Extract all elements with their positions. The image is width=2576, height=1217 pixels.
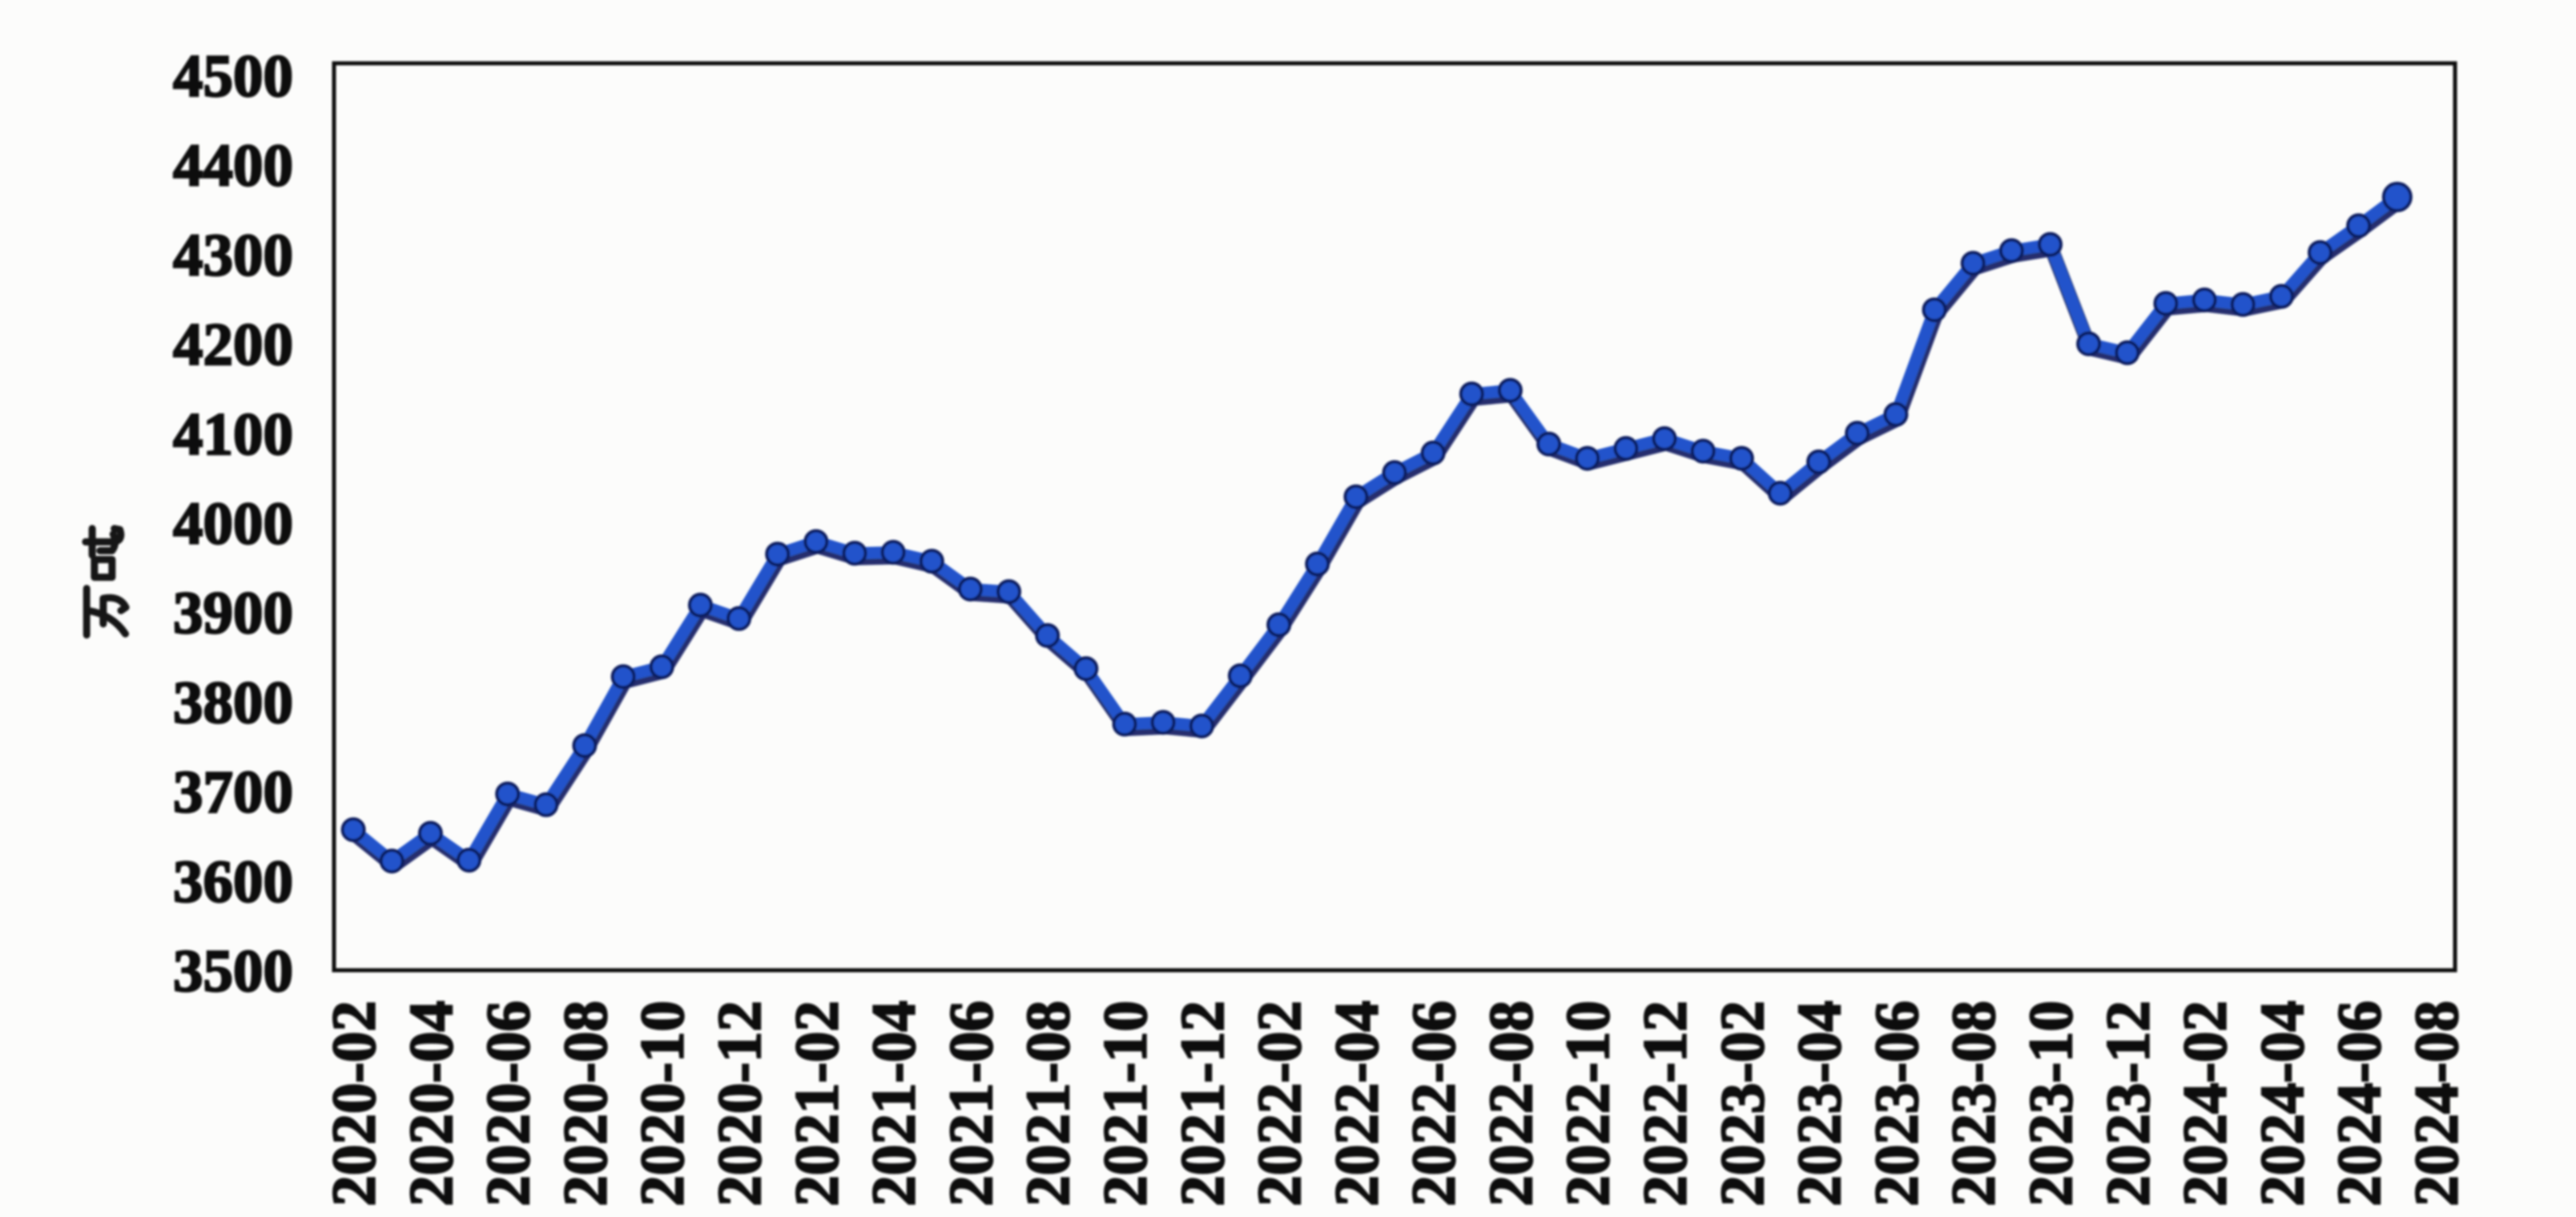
svg-text:2022-12: 2022-12 <box>1631 1001 1700 1207</box>
svg-text:2020-08: 2020-08 <box>550 1001 619 1207</box>
svg-text:3900: 3900 <box>173 580 293 647</box>
svg-text:2021-06: 2021-06 <box>936 1001 1005 1207</box>
svg-text:2024-04: 2024-04 <box>2248 1001 2316 1207</box>
svg-text:2021-02: 2021-02 <box>782 1001 851 1207</box>
svg-text:2023-08: 2023-08 <box>1939 1001 2008 1207</box>
svg-text:2022-02: 2022-02 <box>1245 1001 1314 1207</box>
svg-text:2023-04: 2023-04 <box>1785 1001 1854 1207</box>
svg-text:2020-06: 2020-06 <box>473 1001 542 1207</box>
svg-text:2023-10: 2023-10 <box>2016 1001 2085 1207</box>
svg-text:2020-12: 2020-12 <box>705 1001 774 1207</box>
svg-text:2022-08: 2022-08 <box>1476 1001 1545 1207</box>
svg-text:4400: 4400 <box>173 133 293 199</box>
svg-text:2021-12: 2021-12 <box>1168 1001 1237 1207</box>
svg-text:3700: 3700 <box>173 760 293 826</box>
svg-text:2024-02: 2024-02 <box>2171 1001 2240 1207</box>
svg-text:2024-06: 2024-06 <box>2324 1001 2393 1207</box>
svg-text:3500: 3500 <box>173 938 293 1005</box>
svg-text:2022-04: 2022-04 <box>1322 1001 1391 1207</box>
svg-text:4200: 4200 <box>173 312 293 378</box>
svg-text:2020-10: 2020-10 <box>628 1001 697 1207</box>
svg-text:4100: 4100 <box>173 401 293 468</box>
svg-text:2024-08: 2024-08 <box>2401 1001 2470 1207</box>
svg-text:3600: 3600 <box>173 848 293 915</box>
svg-text:2022-06: 2022-06 <box>1399 1001 1468 1207</box>
svg-text:2022-10: 2022-10 <box>1553 1001 1622 1207</box>
svg-text:2023-12: 2023-12 <box>2093 1001 2162 1207</box>
svg-text:2020-02: 2020-02 <box>320 1001 388 1207</box>
svg-text:4500: 4500 <box>173 43 293 110</box>
svg-text:3800: 3800 <box>173 670 293 736</box>
svg-text:4000: 4000 <box>173 491 293 558</box>
svg-text:2020-04: 2020-04 <box>396 1001 465 1207</box>
svg-text:2021-04: 2021-04 <box>859 1001 928 1207</box>
svg-text:2023-06: 2023-06 <box>1862 1001 1930 1207</box>
svg-text:2021-08: 2021-08 <box>1013 1001 1082 1207</box>
svg-text:2023-02: 2023-02 <box>1708 1001 1777 1207</box>
svg-text:4300: 4300 <box>173 222 293 288</box>
svg-text:2021-10: 2021-10 <box>1091 1001 1160 1207</box>
